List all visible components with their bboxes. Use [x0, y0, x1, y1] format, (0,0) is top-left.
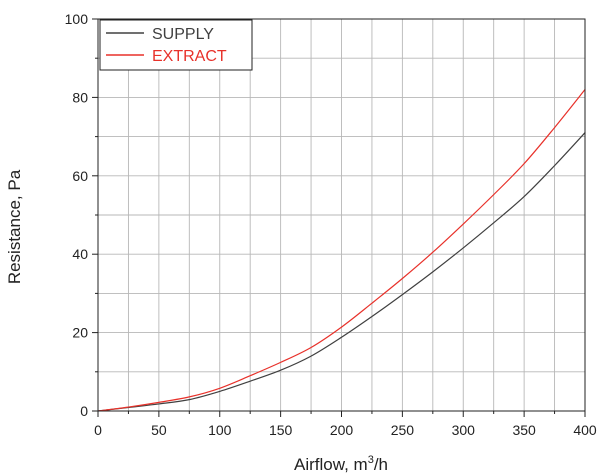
- x-tick-label: 300: [452, 422, 476, 438]
- x-tick-label: 350: [512, 422, 536, 438]
- x-tick-label: 100: [208, 422, 232, 438]
- x-axis-title-superscript: 3: [368, 454, 374, 466]
- y-axis-title: Resistance, Pa: [5, 169, 24, 284]
- legend-label-extract: EXTRACT: [152, 48, 227, 65]
- series-lines: [97, 88, 586, 412]
- y-tick-label: 100: [65, 11, 89, 27]
- x-tick-label: 50: [151, 422, 167, 438]
- x-axis-title: Airflow, m3/h: [294, 454, 388, 474]
- legend: SUPPLY EXTRACT: [99, 19, 253, 71]
- y-tick-label: 80: [72, 89, 88, 105]
- legend-box: [99, 19, 253, 71]
- x-axis-title-suffix: /h: [374, 455, 388, 474]
- x-tick-label: 400: [573, 422, 597, 438]
- axis-ticks: 0 50 100 150 200 250 300 350 400 0 20 40 60 80 100: [65, 11, 597, 438]
- y-tick-label: 20: [72, 325, 88, 341]
- x-tick-label: 150: [269, 422, 293, 438]
- x-axis-title-prefix: Airflow, m: [294, 455, 368, 474]
- y-tick-label: 0: [80, 403, 88, 419]
- series-line-supply: [97, 132, 586, 412]
- legend-label-supply: SUPPLY: [152, 26, 214, 43]
- x-tick-label: 0: [94, 422, 102, 438]
- grid: [98, 19, 585, 411]
- y-tick-label: 60: [72, 168, 88, 184]
- series-line-extract: [97, 88, 586, 412]
- x-tick-label: 250: [391, 422, 415, 438]
- y-tick-label: 40: [72, 246, 88, 262]
- x-tick-label: 200: [330, 422, 354, 438]
